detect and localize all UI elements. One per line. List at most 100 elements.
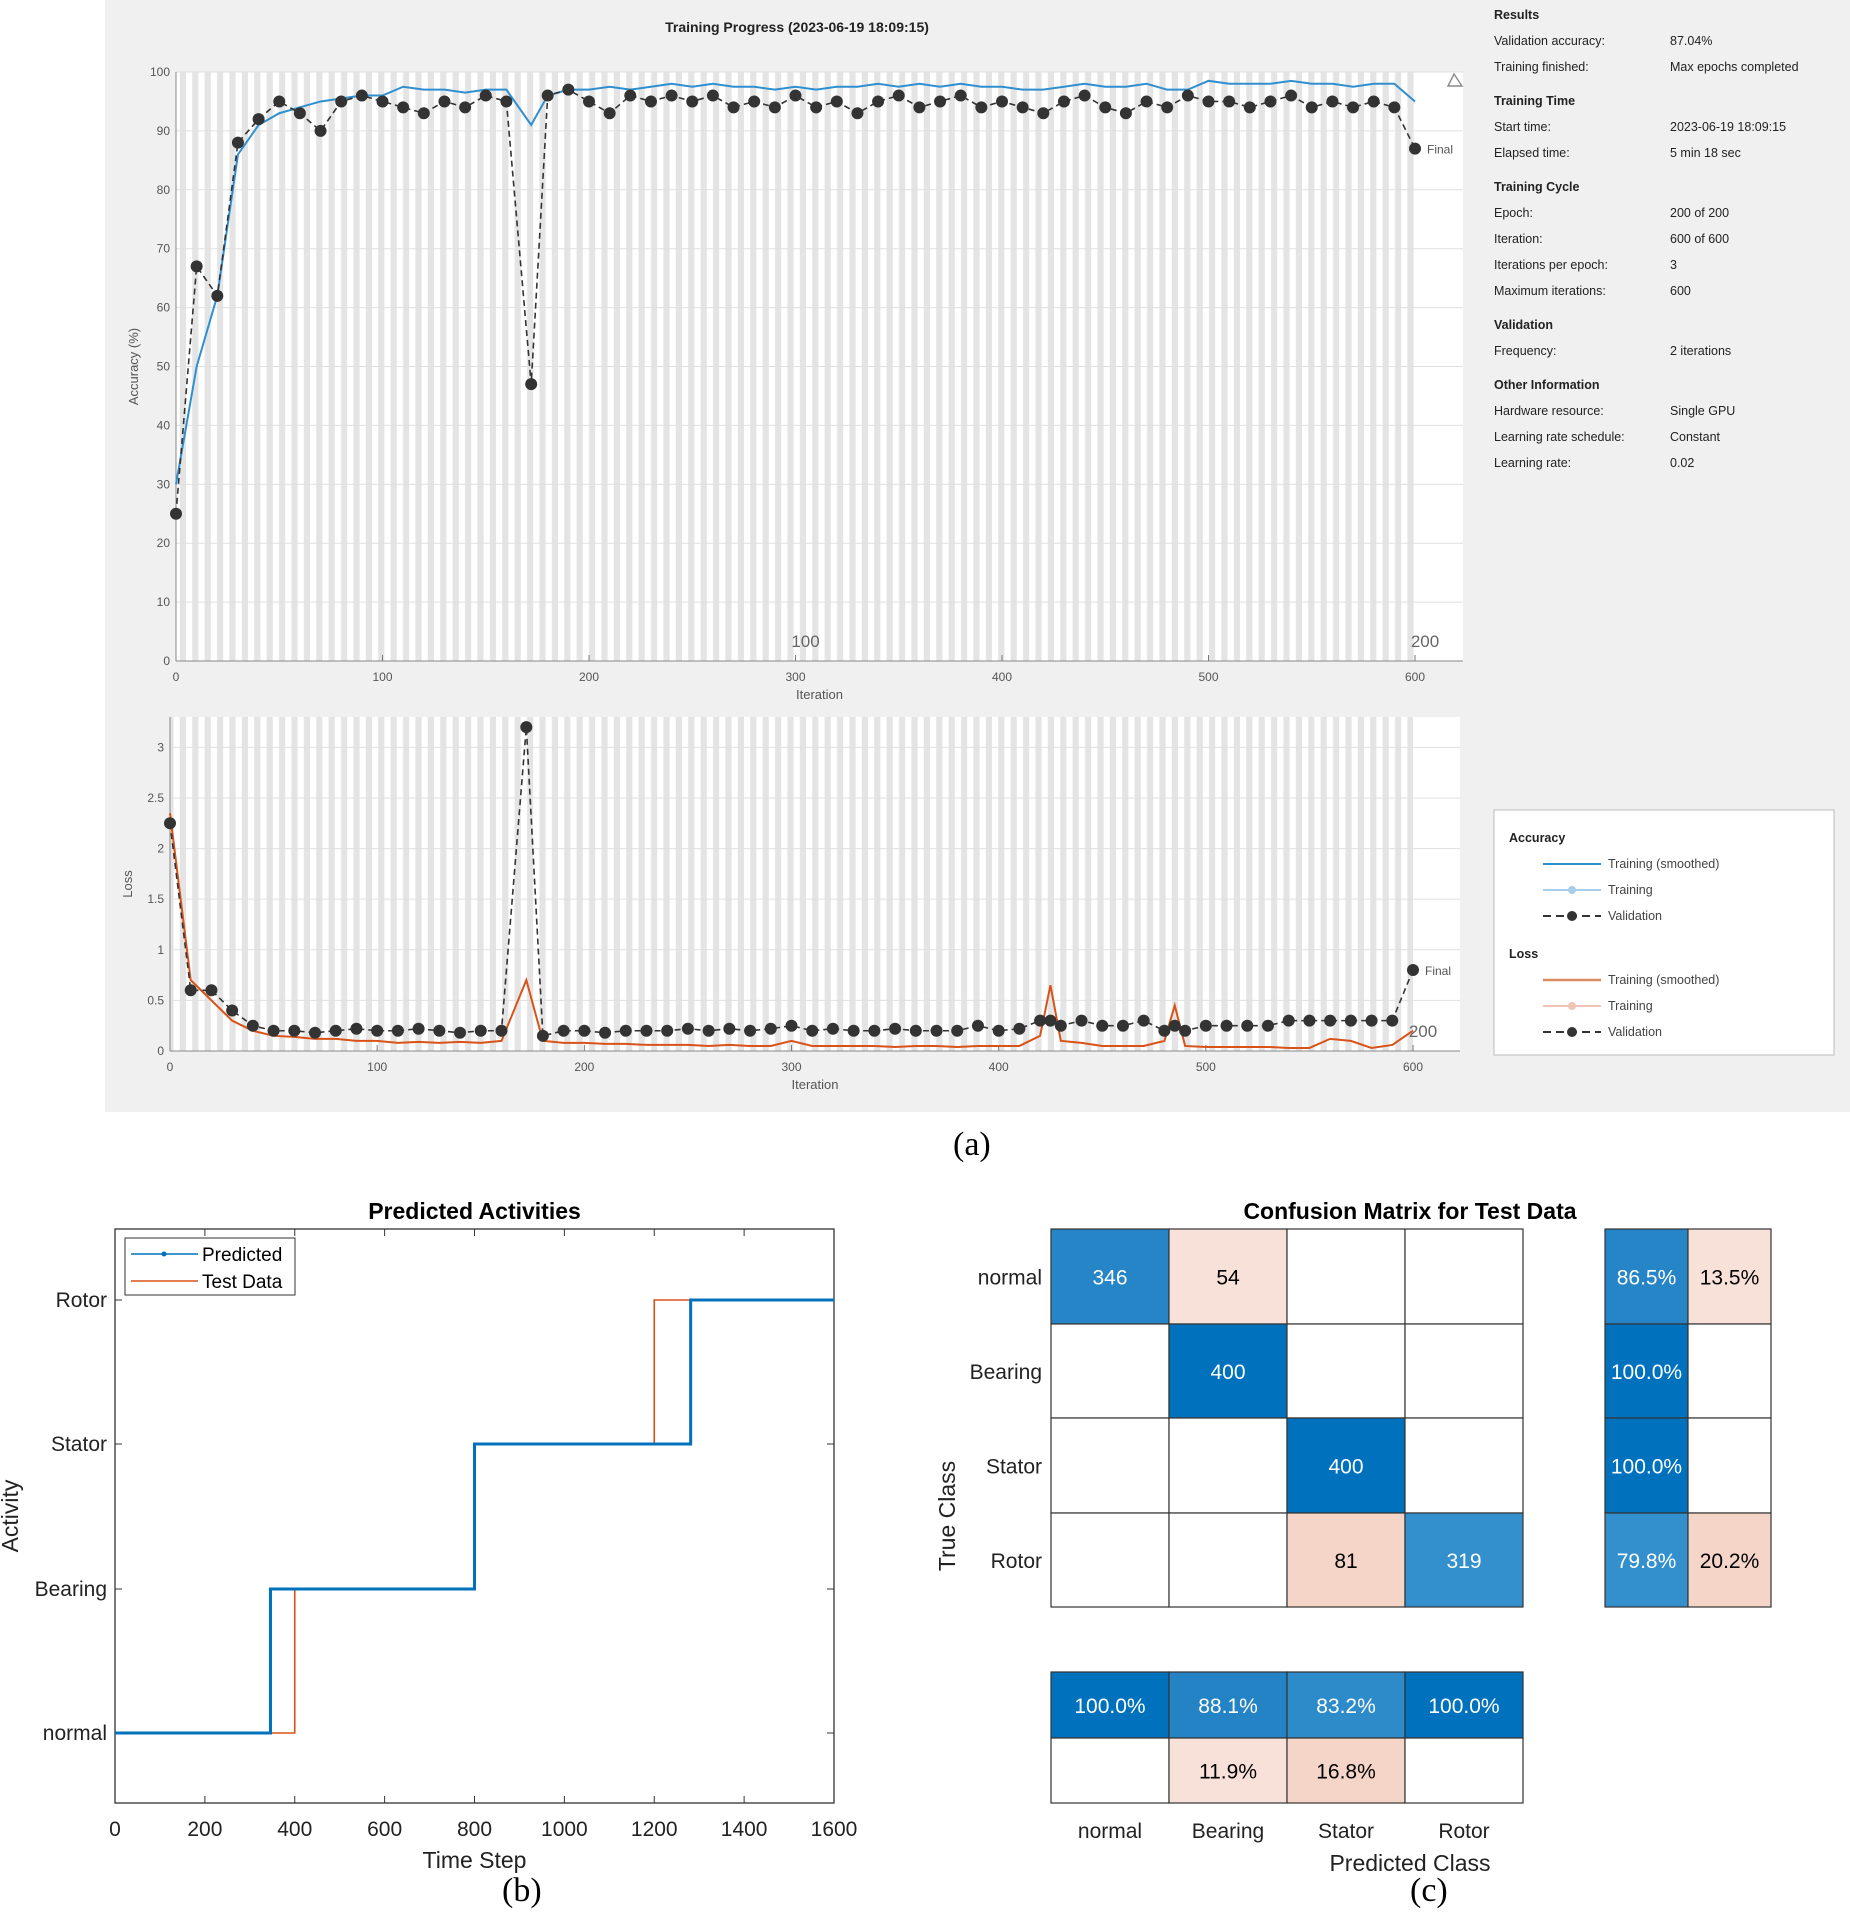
info-row: Training finished: Max epochs completed (1494, 54, 1844, 80)
column-summary-cell-value: 88.1% (1198, 1695, 1258, 1718)
validation-point (830, 95, 843, 108)
column-summary-cell (1286, 1737, 1406, 1804)
y-tick-label: 20 (157, 536, 171, 550)
info-section-heading: Training Cycle (1494, 180, 1580, 194)
training-info-panel: Results Validation accuracy: 87.04% Trainin… (1494, 8, 1844, 476)
validation-point (1365, 1014, 1378, 1027)
validation-point (1075, 1014, 1088, 1027)
validation-point (996, 95, 1008, 108)
final-label: Final (1427, 143, 1453, 157)
validation-point (1037, 107, 1050, 120)
validation-point (1016, 101, 1029, 114)
info-value: 600 (1670, 284, 1691, 298)
validation-point (661, 1024, 674, 1037)
validation-point (583, 95, 595, 108)
column-summary-cell (1168, 1671, 1288, 1739)
legend-acc-smoothed: Training (smoothed) (1608, 857, 1719, 871)
validation-point (1179, 1024, 1192, 1037)
caption-a: (a) (953, 1126, 991, 1163)
y-axis-label: True Class (934, 1461, 960, 1571)
matrix-cell (1286, 1512, 1406, 1608)
info-section-heading: Validation (1494, 318, 1554, 332)
true-class-label: Rotor (991, 1550, 1042, 1573)
validation-point (1386, 1014, 1399, 1027)
info-label: Frequency: (1494, 344, 1557, 358)
validation-point (1241, 1019, 1254, 1032)
validation-point (495, 1024, 508, 1037)
validation-point (1013, 1022, 1026, 1035)
validation-point (1078, 89, 1091, 102)
y-axis-label: Accuracy (%) (126, 328, 141, 405)
validation-point (578, 1024, 591, 1037)
validation-point (913, 101, 926, 114)
y-axis-label: Loss (120, 870, 135, 898)
info-label: Start time: (1494, 120, 1551, 134)
validation-point (520, 721, 533, 734)
epoch-tick-label: 100 (791, 632, 819, 651)
row-summary-cell-value: 79.8% (1617, 1550, 1677, 1573)
validation-point (1261, 1019, 1274, 1032)
y-tick-label: 0 (157, 1044, 164, 1058)
validation-point (376, 95, 389, 108)
validation-point (190, 260, 203, 273)
y-tick-label: 2 (157, 842, 164, 856)
validation-point (314, 124, 327, 137)
info-row: Learning rate: 0.02 (1494, 450, 1844, 476)
export-icon[interactable] (1446, 72, 1464, 87)
training-progress-title: Training Progress (2023-06-19 18:09:15) (665, 19, 929, 35)
info-value: 87.04% (1670, 34, 1713, 48)
true-class-label: Bearing (970, 1361, 1042, 1384)
validation-point (785, 1019, 798, 1032)
validation-point (288, 1024, 301, 1037)
validation-point (748, 95, 761, 108)
column-summary-cell (1404, 1737, 1524, 1804)
validation-point (454, 1026, 467, 1039)
validation-point (273, 95, 286, 108)
validation-point (1158, 1024, 1171, 1037)
matrix-cell (1168, 1417, 1288, 1514)
validation-point (768, 101, 781, 114)
validation-point (872, 95, 885, 108)
info-row: Validation accuracy: 87.04% (1494, 28, 1844, 54)
epoch-tick-label: 200 (1409, 1022, 1437, 1041)
caption-c: (c) (1410, 1872, 1448, 1909)
validation-point (1202, 95, 1215, 108)
row-summary-cell (1687, 1228, 1772, 1325)
row-summary-cell (1604, 1512, 1689, 1608)
row-summary-cell (1604, 1323, 1689, 1419)
x-tick-label: 800 (457, 1818, 492, 1841)
column-summary-cell (1168, 1737, 1288, 1804)
info-label: Learning rate: (1494, 456, 1572, 470)
y-tick-label: 30 (157, 477, 171, 491)
x-tick-label: 400 (992, 670, 1012, 684)
validation-point (1140, 95, 1153, 108)
info-value: 3 (1670, 258, 1677, 272)
y-tick-label: 3 (157, 740, 164, 754)
validation-point (1034, 1014, 1047, 1027)
validation-point (1282, 1014, 1295, 1027)
confusion-matrix: Confusion Matrix for Test Data 346 54 400 40… (934, 1198, 1772, 1876)
info-section-heading: Training Time (1494, 94, 1576, 108)
column-summary-cell-value: 83.2% (1316, 1695, 1376, 1718)
validation-point (536, 1029, 549, 1042)
validation-point (826, 1022, 839, 1035)
validation-line (169, 727, 1414, 1037)
validation-point (1305, 101, 1318, 114)
matrix-cell-value: 319 (1446, 1550, 1481, 1573)
validation-point (412, 1022, 425, 1035)
validation-point (1303, 1014, 1316, 1027)
validation-point (293, 107, 306, 120)
y-tick-label: 70 (157, 242, 171, 256)
validation-point (1324, 1014, 1337, 1027)
row-summary-cell-value: 13.5% (1700, 1267, 1760, 1290)
x-tick-label: 500 (1198, 670, 1218, 684)
info-value: Max epochs completed (1670, 60, 1799, 74)
validation-point (723, 1022, 736, 1035)
validation-point (1220, 1019, 1233, 1032)
y-tick-label: Rotor (56, 1289, 107, 1312)
y-tick-label: 1 (157, 943, 164, 957)
predicted-class-label: Bearing (1192, 1820, 1264, 1843)
legend-loss-validation: Validation (1608, 1025, 1662, 1039)
caption-b: (b) (502, 1872, 542, 1909)
